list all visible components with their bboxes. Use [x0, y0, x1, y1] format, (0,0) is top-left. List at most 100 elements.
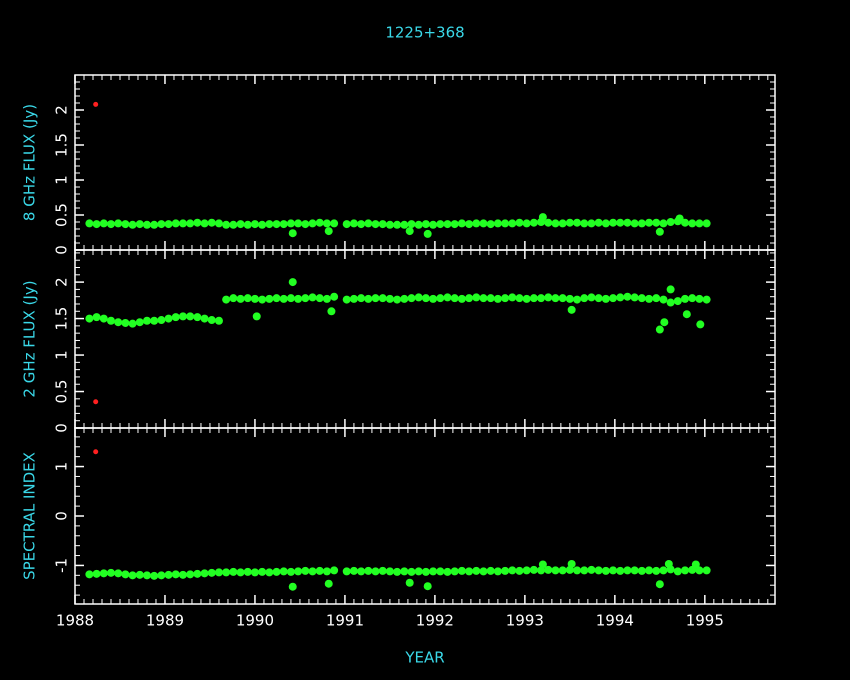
- chart-title: 1225+368: [385, 24, 464, 42]
- data-point: [681, 218, 690, 227]
- data-point: [364, 566, 373, 575]
- x-tick-label: 1991: [326, 612, 364, 630]
- data-point: [99, 314, 108, 323]
- data-point: [378, 220, 387, 229]
- data-point: [85, 570, 94, 579]
- data-point: [114, 219, 123, 228]
- x-tick-label: 1988: [56, 612, 94, 630]
- y-tick-label: 0.5: [53, 203, 71, 227]
- data-point: [567, 305, 576, 314]
- data-point: [666, 285, 675, 294]
- data-point: [551, 219, 560, 228]
- data-point: [150, 316, 159, 325]
- data-point: [150, 220, 159, 229]
- data-point: [529, 565, 538, 574]
- data-point: [659, 295, 668, 304]
- data-point: [515, 294, 524, 303]
- data-point: [279, 220, 288, 229]
- data-point: [501, 294, 510, 303]
- data-point: [385, 567, 394, 576]
- data-point: [558, 219, 567, 228]
- data-point: [229, 294, 238, 303]
- data-point: [508, 293, 517, 302]
- data-point: [522, 566, 531, 575]
- data-point: [157, 316, 166, 325]
- data-point: [594, 294, 603, 303]
- data-point: [515, 566, 524, 575]
- y-tick-label: -1: [53, 558, 71, 573]
- data-point: [142, 316, 151, 325]
- data-point: [222, 568, 231, 577]
- data-point: [128, 571, 137, 580]
- data-point: [330, 292, 339, 301]
- data-point: [457, 566, 466, 575]
- data-point: [243, 294, 252, 303]
- data-point: [214, 568, 223, 577]
- data-point: [450, 294, 459, 303]
- data-point: [587, 293, 596, 302]
- data-point: [93, 399, 99, 405]
- data-point: [688, 219, 697, 228]
- data-point: [322, 219, 331, 228]
- data-point: [429, 220, 438, 229]
- data-point: [324, 579, 333, 588]
- data-point: [681, 566, 690, 575]
- data-point: [324, 227, 333, 236]
- data-point: [443, 220, 452, 229]
- y-tick-label: 0: [53, 245, 71, 255]
- data-point: [121, 220, 130, 229]
- data-point: [286, 294, 295, 303]
- data-point: [357, 294, 366, 303]
- data-point: [135, 318, 144, 327]
- data-point: [265, 294, 274, 303]
- data-point: [660, 318, 669, 327]
- y-axis-label: 2 GHz FLUX (Jy): [21, 280, 39, 397]
- data-point: [128, 319, 137, 328]
- data-point: [405, 578, 414, 587]
- data-point: [250, 568, 259, 577]
- data-point: [258, 567, 267, 576]
- data-point: [450, 567, 459, 576]
- data-point: [601, 566, 610, 575]
- data-point: [229, 220, 238, 229]
- data-point: [508, 219, 517, 228]
- data-point: [681, 294, 690, 303]
- data-point: [601, 294, 610, 303]
- data-point: [436, 220, 445, 229]
- data-point: [664, 559, 673, 568]
- data-point: [465, 220, 474, 229]
- data-point: [423, 582, 432, 591]
- x-tick-label: 1989: [146, 612, 184, 630]
- data-point: [342, 567, 351, 576]
- data-point: [378, 294, 387, 303]
- data-point: [652, 218, 661, 227]
- data-point: [322, 294, 331, 303]
- data-point: [308, 219, 317, 228]
- data-point: [315, 294, 324, 303]
- data-point: [135, 570, 144, 579]
- data-point: [695, 566, 704, 575]
- data-point: [493, 567, 502, 576]
- y-tick-label: 0: [53, 511, 71, 521]
- data-point: [702, 566, 711, 575]
- data-point: [587, 219, 596, 228]
- data-point: [342, 220, 351, 229]
- data-point: [214, 316, 223, 325]
- data-point: [609, 218, 618, 227]
- data-point: [207, 568, 216, 577]
- data-point: [301, 220, 310, 229]
- data-point: [207, 316, 216, 325]
- data-point: [236, 294, 245, 303]
- data-point: [486, 220, 495, 229]
- data-point: [142, 220, 151, 229]
- data-point: [385, 294, 394, 303]
- data-point: [357, 567, 366, 576]
- data-point: [695, 294, 704, 303]
- data-point: [637, 566, 646, 575]
- data-point: [407, 220, 416, 229]
- data-point: [688, 294, 697, 303]
- data-point: [164, 314, 173, 323]
- data-point: [630, 293, 639, 302]
- data-point: [655, 227, 664, 236]
